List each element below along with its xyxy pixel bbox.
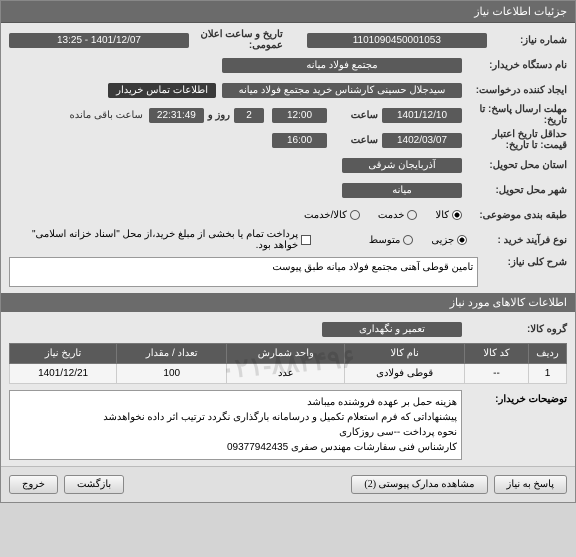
city-value: میانه — [342, 183, 462, 198]
th-row: ردیف — [529, 344, 567, 364]
radio-partial[interactable]: جزیی — [431, 235, 467, 246]
category-label: طبقه بندی موضوعی: — [462, 210, 567, 221]
buyer-org-value: مجتمع فولاد میانه — [222, 58, 462, 73]
th-date: تاریخ نیاز — [10, 344, 117, 364]
validity-label: حداقل تاریخ اعتبار قیمت: تا تاریخ: — [462, 129, 567, 151]
radio-service[interactable]: خدمت — [378, 210, 418, 221]
footer-buttons: پاسخ به نیاز مشاهده مدارک پیوستی (2) باز… — [1, 466, 575, 502]
deadline-label: مهلت ارسال پاسخ: تا تاریخ: — [462, 104, 567, 126]
purchase-type-label: نوع فرآیند خرید : — [467, 235, 567, 246]
remain-days: 2 — [234, 108, 264, 123]
row-deadline: مهلت ارسال پاسخ: تا تاریخ: 1401/12/10 سا… — [9, 104, 567, 126]
row-category: طبقه بندی موضوعی: کالا خدمت کالا/خدمت — [9, 204, 567, 226]
radio-medium[interactable]: متوسط — [369, 235, 413, 246]
category-radios: کالا خدمت کالا/خدمت — [304, 210, 462, 221]
respond-button[interactable]: پاسخ به نیاز — [494, 475, 568, 494]
summary-label: شرح کلی نیاز: — [478, 257, 567, 268]
radio-goods-service[interactable]: کالا/خدمت — [304, 210, 360, 221]
panel-title: جزئیات اطلاعات نیاز — [1, 1, 575, 23]
deadline-time: 12:00 — [272, 108, 327, 123]
th-qty: تعداد / مقدار — [117, 344, 227, 364]
time-label-1: ساعت — [327, 110, 382, 121]
remain-time: 22:31:49 — [149, 108, 204, 123]
radio-icon — [350, 210, 360, 220]
row-province: استان محل تحویل: آذربایجان شرقی — [9, 154, 567, 176]
cell-qty: 100 — [117, 364, 227, 384]
desc-line: نحوه پرداخت --سی روزکاری — [14, 425, 457, 440]
back-button[interactable]: بازگشت — [64, 475, 124, 494]
form-body: شماره نیاز: 1101090450001053 تاریخ و ساع… — [1, 23, 575, 466]
table-row[interactable]: 1 -- قوطی فولادی عدد 100 1401/12/21 — [10, 364, 567, 384]
desc-line: هزینه حمل بر عهده فروشنده میباشد — [14, 395, 457, 410]
requester-label: ایجاد کننده درخواست: — [462, 85, 567, 96]
row-buyer-org: نام دستگاه خریدار: مجتمع فولاد میانه — [9, 54, 567, 76]
desc-line: کارشناس فنی سفارشات مهندس صفری 093779424… — [14, 440, 457, 455]
cell-date: 1401/12/21 — [10, 364, 117, 384]
goods-table: ردیف کد کالا نام کالا واحد شمارش تعداد /… — [9, 343, 567, 384]
goods-group-value: تعمیر و نگهداری — [322, 322, 462, 337]
attachments-button[interactable]: مشاهده مدارک پیوستی (2) — [351, 475, 487, 494]
table-header-row: ردیف کد کالا نام کالا واحد شمارش تعداد /… — [10, 344, 567, 364]
province-value: آذربایجان شرقی — [342, 158, 462, 173]
need-no-value: 1101090450001053 — [307, 33, 487, 48]
remain-days-label: روز و — [204, 110, 234, 121]
validity-time: 16:00 — [272, 133, 327, 148]
radio-goods[interactable]: کالا — [435, 210, 462, 221]
province-label: استان محل تحویل: — [462, 160, 567, 171]
desc-line: پیشنهاداتی که فرم استعلام تکمیل و درساما… — [14, 410, 457, 425]
cell-row: 1 — [529, 364, 567, 384]
radio-icon — [457, 235, 467, 245]
time-label-2: ساعت — [327, 135, 382, 146]
buyer-desc-content: هزینه حمل بر عهده فروشنده میباشد پیشنهاد… — [9, 390, 462, 460]
announce-value: 1401/12/07 - 13:25 — [9, 33, 189, 48]
exit-button[interactable]: خروج — [9, 475, 58, 494]
need-no-label: شماره نیاز: — [487, 35, 567, 46]
purchase-type-radios: جزیی متوسط پرداخت تمام یا بخشی از مبلغ خ… — [9, 229, 467, 251]
goods-group-label: گروه کالا: — [462, 324, 567, 335]
row-goods-group: گروه کالا: تعمیر و نگهداری — [9, 318, 567, 340]
row-requester: ایجاد کننده درخواست: سیدجلال حسینی کارشن… — [9, 79, 567, 101]
cell-unit: عدد — [227, 364, 345, 384]
buyer-desc-label: توضیحات خریدار: — [462, 390, 567, 405]
row-validity: حداقل تاریخ اعتبار قیمت: تا تاریخ: 1402/… — [9, 129, 567, 151]
row-purchase-type: نوع فرآیند خرید : جزیی متوسط پرداخت تمام… — [9, 229, 567, 251]
validity-date: 1402/03/07 — [382, 133, 462, 148]
radio-icon — [403, 235, 413, 245]
radio-icon — [407, 210, 417, 220]
city-label: شهر محل تحویل: — [462, 185, 567, 196]
details-panel: جزئیات اطلاعات نیاز شماره نیاز: 11010904… — [0, 0, 576, 503]
th-name: نام کالا — [345, 344, 465, 364]
table-wrapper: ردیف کد کالا نام کالا واحد شمارش تعداد /… — [9, 343, 567, 384]
goods-section-title: اطلاعات کالاهای مورد نیاز — [1, 293, 575, 312]
buyer-org-label: نام دستگاه خریدار: — [462, 60, 567, 71]
th-unit: واحد شمارش — [227, 344, 345, 364]
announce-label: تاریخ و ساعت اعلان عمومی: — [189, 29, 287, 51]
contact-badge[interactable]: اطلاعات تماس خریدار — [108, 83, 216, 98]
remain-suffix: ساعت باقی مانده — [70, 110, 143, 121]
cell-code: -- — [464, 364, 528, 384]
deadline-date: 1401/12/10 — [382, 108, 462, 123]
requester-value: سیدجلال حسینی کارشناس خرید مجتمع فولاد م… — [222, 83, 462, 98]
check-payment[interactable]: پرداخت تمام یا بخشی از مبلغ خرید،از محل … — [9, 229, 311, 251]
th-code: کد کالا — [464, 344, 528, 364]
row-city: شهر محل تحویل: میانه — [9, 179, 567, 201]
summary-text: تامین قوطی آهنی مجتمع فولاد میانه طبق پی… — [9, 257, 478, 287]
cell-name: قوطی فولادی — [345, 364, 465, 384]
row-summary: شرح کلی نیاز: تامین قوطی آهنی مجتمع فولا… — [9, 257, 567, 287]
buyer-desc-row: توضیحات خریدار: هزینه حمل بر عهده فروشند… — [9, 390, 567, 460]
checkbox-icon — [301, 235, 310, 245]
radio-icon — [452, 210, 462, 220]
row-need-no: شماره نیاز: 1101090450001053 تاریخ و ساع… — [9, 29, 567, 51]
